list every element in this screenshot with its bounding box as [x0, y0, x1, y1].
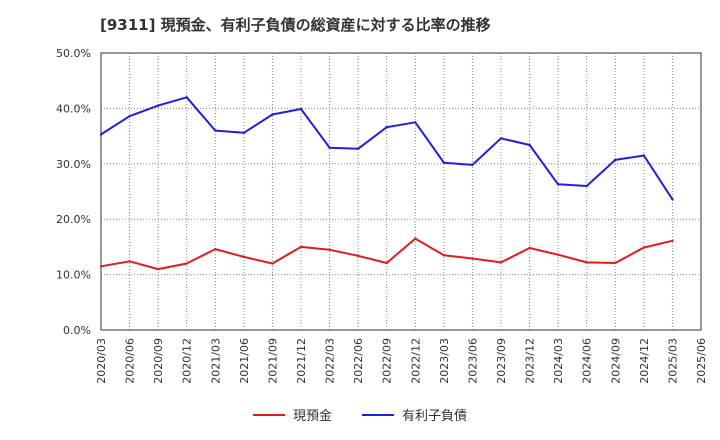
- data-point: [642, 246, 646, 249]
- data-point: [242, 131, 246, 134]
- data-point: [242, 255, 246, 259]
- series-lines: [99, 96, 674, 271]
- data-point: [128, 114, 131, 118]
- data-point: [128, 260, 131, 263]
- y-tick-label: 30.0%: [56, 158, 91, 171]
- chart-title: [9311] 現預金、有利子負債の総資産に対する比率の推移: [100, 16, 491, 34]
- data-point: [556, 183, 560, 186]
- data-point: [414, 237, 417, 240]
- x-tick-label: 2022/12: [409, 338, 422, 384]
- data-point: [528, 143, 531, 147]
- y-tick-label: 0.0%: [63, 324, 91, 337]
- data-point: [585, 184, 588, 188]
- data-point: [385, 261, 388, 265]
- plot-area: [100, 52, 702, 331]
- data-point: [185, 262, 188, 265]
- y-tick-label: 20.0%: [56, 213, 91, 226]
- legend: 現預金 有利子負債: [0, 405, 720, 424]
- legend-swatch-debt: [362, 413, 394, 416]
- data-point: [156, 267, 160, 271]
- data-point: [671, 239, 674, 243]
- y-tick-label: 40.0%: [56, 102, 91, 115]
- data-point: [356, 147, 360, 151]
- legend-item-debt: 有利子負債: [362, 405, 467, 424]
- data-point: [499, 261, 503, 264]
- x-tick-label: 2021/09: [266, 338, 279, 384]
- x-tick-label: 2023/03: [438, 338, 451, 384]
- data-point: [585, 261, 588, 264]
- data-point: [642, 154, 646, 157]
- x-tick-label: 2022/03: [324, 338, 337, 384]
- data-point: [528, 246, 531, 250]
- x-tick-label: 2020/09: [152, 338, 165, 384]
- x-tick-label: 2023/12: [524, 338, 537, 384]
- y-axis: 0.0% 10.0% 20.0% 30.0% 40.0% 50.0%: [56, 47, 91, 337]
- x-tick-label: 2020/06: [124, 338, 137, 384]
- legend-label-debt: 有利子負債: [402, 409, 468, 424]
- x-tick-label: 2021/06: [238, 338, 251, 384]
- data-point: [99, 265, 103, 268]
- data-point: [328, 248, 331, 251]
- data-point: [471, 257, 474, 260]
- data-point: [271, 113, 274, 116]
- x-tick-label: 2021/03: [209, 338, 222, 384]
- data-point: [671, 198, 674, 201]
- data-point: [299, 245, 303, 249]
- data-point: [385, 126, 388, 129]
- data-point: [499, 137, 503, 140]
- x-tick-label: 2025/03: [666, 338, 679, 384]
- data-point: [214, 129, 217, 132]
- x-tick-label: 2024/06: [581, 338, 594, 384]
- data-point: [156, 104, 160, 107]
- grid: [101, 53, 701, 330]
- data-point: [99, 133, 103, 136]
- data-point: [414, 121, 417, 124]
- data-point: [328, 146, 331, 149]
- x-tick-label: 2025/06: [695, 338, 708, 384]
- legend-swatch-cash: [252, 413, 285, 416]
- legend-label-cash: 現預金: [292, 409, 332, 424]
- data-point: [442, 254, 446, 257]
- data-point: [185, 96, 188, 99]
- legend-item-cash: 現預金: [252, 405, 332, 424]
- x-tick-label: 2024/09: [609, 338, 622, 384]
- data-point: [271, 262, 274, 265]
- data-point: [614, 261, 617, 265]
- y-tick-label: 10.0%: [56, 269, 91, 282]
- data-point: [556, 253, 560, 256]
- data-point: [442, 161, 446, 164]
- data-point: [214, 247, 217, 251]
- x-tick-label: 2020/12: [181, 338, 194, 384]
- x-tick-label: 2023/09: [495, 338, 508, 384]
- x-tick-label: 2022/09: [381, 338, 394, 384]
- series-line-1: [100, 96, 674, 200]
- x-tick-label: 2024/03: [552, 338, 565, 384]
- x-tick-label: 2020/03: [95, 338, 108, 384]
- x-axis: 2020/03 2020/06 2020/09 2020/12 2021/03 2021/…: [95, 338, 708, 384]
- data-point: [614, 158, 617, 162]
- x-tick-label: 2022/06: [352, 338, 365, 384]
- x-tick-label: 2024/12: [638, 338, 651, 384]
- data-point: [356, 254, 360, 257]
- data-point: [299, 107, 303, 111]
- data-point: [471, 163, 474, 167]
- x-tick-label: 2021/12: [295, 338, 308, 384]
- x-tick-label: 2023/06: [466, 338, 479, 384]
- y-tick-label: 50.0%: [56, 47, 91, 60]
